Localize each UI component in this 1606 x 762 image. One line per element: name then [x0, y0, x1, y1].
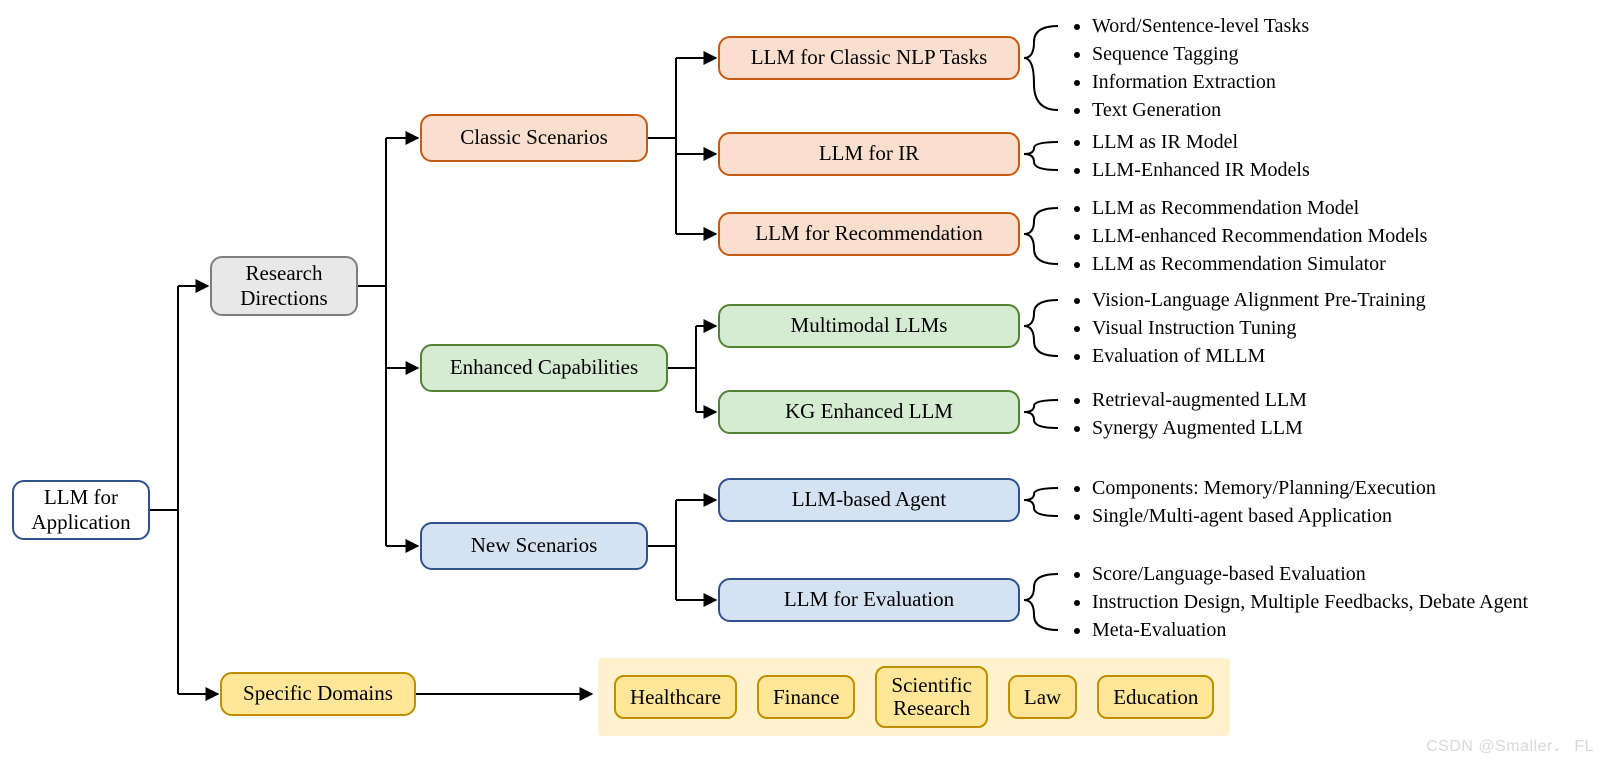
bullet-item: Visual Instruction Tuning: [1092, 314, 1426, 342]
bullet-item: LLM as Recommendation Simulator: [1092, 250, 1427, 278]
bullet-item: Sequence Tagging: [1092, 40, 1309, 68]
node-recommendation: LLM for Recommendation: [718, 212, 1020, 256]
bullet-item: Information Extraction: [1092, 68, 1309, 96]
bullets-rec: LLM as Recommendation ModelLLM-enhanced …: [1072, 194, 1427, 278]
node-ir: LLM for IR: [718, 132, 1020, 176]
node-enhanced-capabilities: Enhanced Capabilities: [420, 344, 668, 392]
node-specific-domains: Specific Domains: [220, 672, 416, 716]
bullet-item: Meta-Evaluation: [1092, 616, 1528, 644]
bullets-ir: LLM as IR ModelLLM-Enhanced IR Models: [1072, 128, 1310, 184]
node-agent: LLM-based Agent: [718, 478, 1020, 522]
domain-item-label: Finance: [773, 686, 839, 709]
watermark: CSDN @Smaller． FL: [1426, 732, 1594, 756]
bullet-item: LLM-enhanced Recommendation Models: [1092, 222, 1427, 250]
domain-item: Finance: [757, 675, 855, 719]
node-rec-label: LLM for Recommendation: [755, 221, 982, 246]
node-classic-label: Classic Scenarios: [460, 125, 608, 150]
bullet-item: Text Generation: [1092, 96, 1309, 124]
node-ir-label: LLM for IR: [819, 141, 919, 166]
domain-item: Education: [1097, 675, 1214, 719]
bullet-item: Word/Sentence-level Tasks: [1092, 12, 1309, 40]
node-eval-label: LLM for Evaluation: [784, 587, 954, 612]
bullet-item: LLM as Recommendation Model: [1092, 194, 1427, 222]
node-nlp-label: LLM for Classic NLP Tasks: [751, 45, 988, 70]
bullets-agent: Components: Memory/Planning/ExecutionSin…: [1072, 474, 1436, 530]
bullet-item: Synergy Augmented LLM: [1092, 414, 1307, 442]
node-root-label: LLM forApplication: [31, 485, 130, 535]
node-specific-label: Specific Domains: [243, 681, 393, 706]
domain-item-label: Healthcare: [630, 686, 721, 709]
domain-row: Healthcare Finance ScientificResearch Law Ed…: [598, 658, 1230, 736]
domain-item: Law: [1008, 675, 1077, 719]
bullet-item: Evaluation of MLLM: [1092, 342, 1426, 370]
bullet-item: Score/Language-based Evaluation: [1092, 560, 1528, 588]
bullet-item: LLM-Enhanced IR Models: [1092, 156, 1310, 184]
bullet-item: Instruction Design, Multiple Feedbacks, …: [1092, 588, 1528, 616]
domain-item: Healthcare: [614, 675, 737, 719]
node-newscen-label: New Scenarios: [471, 533, 598, 558]
bullet-item: LLM as IR Model: [1092, 128, 1310, 156]
node-mllm-label: Multimodal LLMs: [791, 313, 948, 338]
domain-item-label: Education: [1113, 686, 1198, 709]
bullets-eval: Score/Language-based EvaluationInstructi…: [1072, 560, 1528, 644]
node-kg-enhanced: KG Enhanced LLM: [718, 390, 1020, 434]
node-enhanced-label: Enhanced Capabilities: [450, 355, 638, 380]
node-root: LLM forApplication: [12, 480, 150, 540]
node-new-scenarios: New Scenarios: [420, 522, 648, 570]
domain-item: ScientificResearch: [875, 666, 987, 728]
node-evaluation: LLM for Evaluation: [718, 578, 1020, 622]
node-research: ResearchDirections: [210, 256, 358, 316]
node-agent-label: LLM-based Agent: [792, 487, 947, 512]
bullet-item: Vision-Language Alignment Pre-Training: [1092, 286, 1426, 314]
node-kg-label: KG Enhanced LLM: [785, 399, 953, 424]
domain-item-label: ScientificResearch: [891, 674, 971, 720]
bullets-kg: Retrieval-augmented LLMSynergy Augmented…: [1072, 386, 1307, 442]
bullet-item: Components: Memory/Planning/Execution: [1092, 474, 1436, 502]
bullet-item: Single/Multi-agent based Application: [1092, 502, 1436, 530]
node-multimodal: Multimodal LLMs: [718, 304, 1020, 348]
bullets-nlp: Word/Sentence-level TasksSequence Taggin…: [1072, 12, 1309, 124]
bullets-mllm: Vision-Language Alignment Pre-TrainingVi…: [1072, 286, 1426, 370]
node-research-label: ResearchDirections: [240, 261, 327, 311]
connector-layer: [0, 0, 1606, 762]
node-classic-scenarios: Classic Scenarios: [420, 114, 648, 162]
domain-item-label: Law: [1024, 686, 1061, 709]
node-nlp-tasks: LLM for Classic NLP Tasks: [718, 36, 1020, 80]
bullet-item: Retrieval-augmented LLM: [1092, 386, 1307, 414]
